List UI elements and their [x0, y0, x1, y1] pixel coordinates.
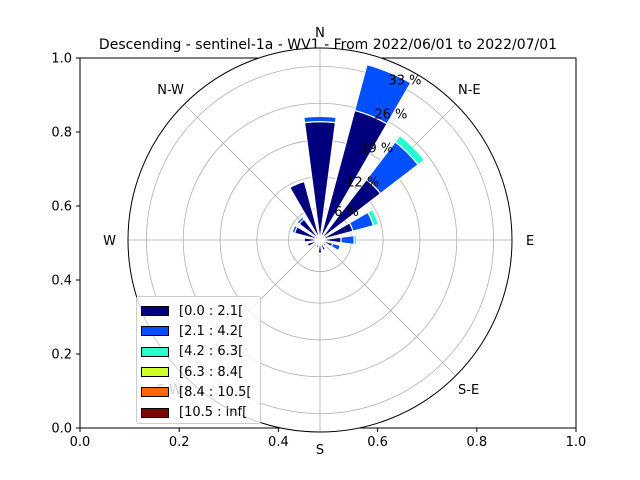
legend-item: [0.0 : 2.1[ — [141, 301, 260, 321]
windrose-bar-segment — [303, 115, 337, 124]
legend: [0.0 : 2.1[ [2.1 : 4.2[ [4.2 : 6.3[ [6.3… — [136, 296, 261, 424]
x-tick-label: 0.0 — [70, 435, 91, 450]
y-tick-label: 0.2 — [51, 348, 72, 363]
windrose-bar-segment — [319, 239, 327, 251]
direction-label: N — [315, 26, 325, 41]
legend-swatch — [141, 367, 169, 378]
windrose-bar-segment — [353, 234, 358, 246]
legend-label: [4.2 : 6.3[ — [179, 344, 244, 360]
polar-outer-circle — [127, 47, 513, 433]
legend-item: [4.2 : 6.3[ — [141, 342, 260, 362]
direction-label: N-E — [458, 83, 481, 98]
x-tick-label: 0.4 — [268, 435, 289, 450]
legend-label: [10.5 : inf[ — [179, 405, 248, 421]
windrose-bar-segment — [367, 208, 380, 227]
x-axis-ticks: 0.0 0.2 0.4 0.6 0.8 1.0 — [70, 428, 587, 450]
legend-item: [10.5 : inf[ — [141, 402, 260, 422]
direction-label: W — [103, 234, 116, 249]
direction-label: S — [316, 443, 324, 458]
legend-label: [0.0 : 2.1[ — [179, 303, 244, 319]
legend-item: [2.1 : 4.2[ — [141, 321, 260, 341]
windrose-bar-segment — [353, 63, 412, 125]
windrose-bar-segment — [296, 216, 305, 225]
legend-swatch — [141, 346, 169, 357]
windrose-bar-segment — [394, 134, 426, 166]
legend-swatch — [141, 306, 169, 317]
x-tick-label: 0.8 — [466, 435, 487, 450]
radial-tick-label: 19 % — [360, 142, 393, 157]
y-tick-label: 0.6 — [51, 200, 72, 215]
legend-swatch — [141, 407, 169, 418]
x-tick-label: 0.6 — [367, 435, 388, 450]
windrose-bars — [127, 47, 513, 433]
legend-label: [8.4 : 10.5[ — [179, 384, 252, 400]
x-tick-label: 0.2 — [169, 435, 190, 450]
windrose-bar-segment — [330, 242, 342, 252]
x-tick-label: 1.0 — [566, 435, 587, 450]
windrose-bar-segment — [303, 237, 321, 243]
angular-gridline — [183, 103, 321, 241]
y-tick-label: 1.0 — [51, 52, 72, 67]
radial-tick-label: 6 % — [334, 205, 359, 220]
direction-label: E — [526, 234, 534, 249]
legend-swatch — [141, 387, 169, 398]
y-tick-label: 0.0 — [51, 422, 72, 437]
direction-label: N-W — [157, 83, 184, 98]
windrose-bar-segment — [288, 180, 321, 241]
angular-gridline — [319, 239, 457, 377]
radial-tick-label: 26 % — [374, 108, 407, 123]
legend-item: [8.4 : 10.5[ — [141, 382, 260, 402]
legend-swatch — [141, 326, 169, 337]
radial-tick-label: 33 % — [388, 74, 421, 89]
legend-item: [6.3 : 8.4[ — [141, 362, 260, 382]
legend-label: [2.1 : 4.2[ — [179, 323, 244, 339]
y-axis-ticks: 0.0 0.2 0.4 0.6 0.8 1.0 — [51, 52, 80, 437]
windrose-bar-segment — [306, 239, 321, 248]
windrose-bar-segment — [291, 224, 299, 234]
radial-tick-label: 12 % — [346, 176, 379, 191]
chart-title: Descending - sentinel-1a - WV1 - From 20… — [99, 37, 557, 53]
y-tick-label: 0.8 — [51, 126, 72, 141]
windrose-bar-segment — [340, 234, 355, 246]
polar-labels: 6 %12 %19 %26 %33 %NN-EES-ESS-WWN-W — [103, 26, 534, 458]
legend-label: [6.3 : 8.4[ — [179, 364, 244, 380]
direction-label: S-E — [458, 383, 479, 398]
windrose-bar-segment — [317, 239, 323, 254]
y-tick-label: 0.4 — [51, 274, 72, 289]
